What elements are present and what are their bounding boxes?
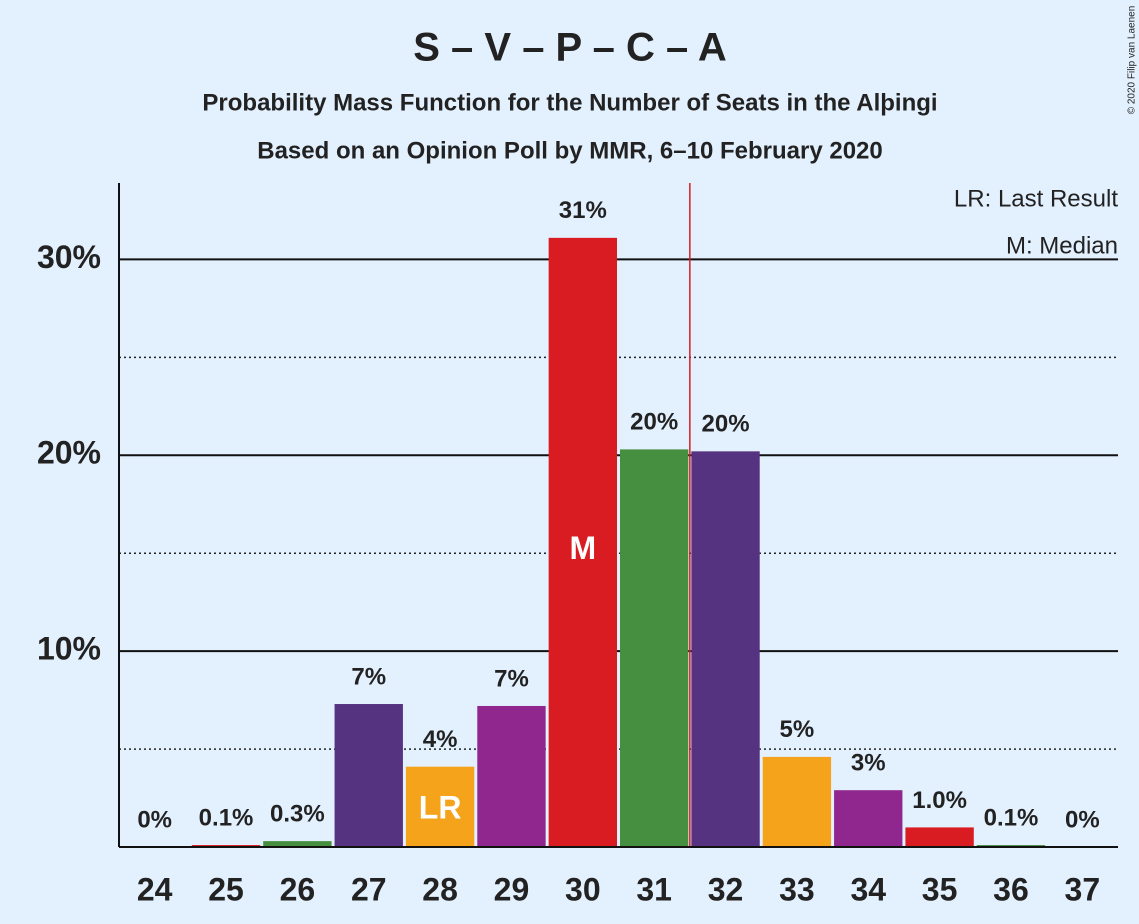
- y-tick-label: 10%: [37, 631, 101, 667]
- value-label: 3%: [851, 750, 886, 777]
- chart-title: S – V – P – C – A: [413, 26, 727, 70]
- median-marker: M: [569, 530, 596, 566]
- bar: [334, 704, 403, 847]
- value-label: 20%: [630, 409, 678, 436]
- value-label: 31%: [559, 197, 607, 224]
- value-label: 0%: [137, 806, 172, 833]
- bar: [405, 766, 475, 847]
- last-result-marker: LR: [419, 789, 462, 825]
- bar: [762, 756, 832, 847]
- x-tick-label: 31: [636, 871, 672, 907]
- value-label: 1.0%: [912, 787, 967, 814]
- x-tick-label: 34: [850, 871, 886, 907]
- x-tick-label: 28: [422, 871, 458, 907]
- x-tick-label: 32: [708, 871, 744, 907]
- chart-subtitle: Based on an Opinion Poll by MMR, 6–10 Fe…: [257, 137, 883, 164]
- value-label: 0.1%: [199, 804, 254, 831]
- value-label: 0.1%: [984, 804, 1039, 831]
- bar: [905, 827, 974, 847]
- bar: [477, 705, 546, 847]
- x-tick-label: 36: [993, 871, 1029, 907]
- x-tick-label: 25: [208, 871, 244, 907]
- x-tick-label: 26: [280, 871, 316, 907]
- bar: [263, 841, 332, 847]
- x-tick-label: 30: [565, 871, 601, 907]
- x-tick-label: 33: [779, 871, 815, 907]
- value-label: 20%: [702, 411, 750, 438]
- value-label: 5%: [780, 716, 815, 743]
- value-label: 0.3%: [270, 800, 325, 827]
- bar: [548, 237, 617, 848]
- x-tick-label: 35: [922, 871, 958, 907]
- bar: [620, 449, 689, 847]
- bar: [834, 790, 903, 847]
- bar: [691, 451, 760, 847]
- x-tick-label: 24: [137, 871, 173, 907]
- chart-subtitle: Probability Mass Function for the Number…: [202, 89, 937, 116]
- y-tick-label: 20%: [37, 435, 101, 471]
- value-label: 7%: [494, 665, 529, 692]
- value-label: 4%: [423, 726, 458, 753]
- y-tick-label: 30%: [37, 239, 101, 275]
- x-tick-label: 37: [1065, 871, 1101, 907]
- copyright: © 2020 Filip van Laenen: [1127, 6, 1138, 115]
- value-label: 0%: [1065, 806, 1100, 833]
- x-tick-label: 27: [351, 871, 387, 907]
- legend-entry: M: Median: [1006, 232, 1118, 259]
- legend-entry: LR: Last Result: [954, 185, 1118, 212]
- x-tick-label: 29: [494, 871, 530, 907]
- value-label: 7%: [351, 663, 386, 690]
